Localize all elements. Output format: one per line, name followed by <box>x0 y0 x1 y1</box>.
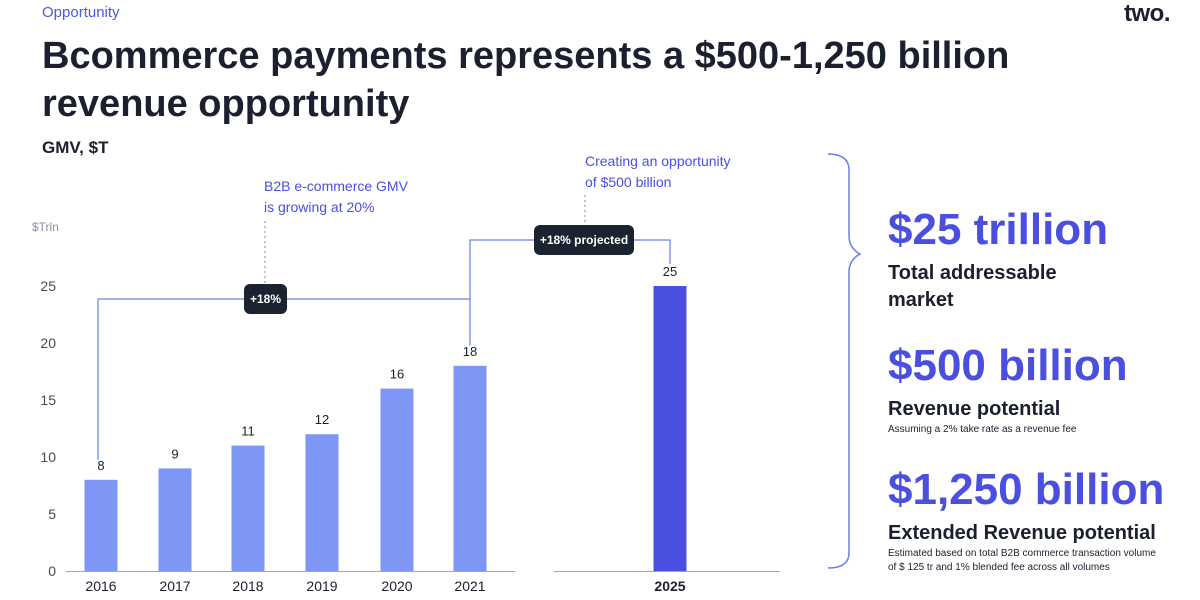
tam-value: $25 trillion <box>888 205 1109 254</box>
y-tick-label: 5 <box>48 506 56 522</box>
y-tick-label: 15 <box>40 392 56 408</box>
x-tick-label: 2018 <box>232 578 263 594</box>
extended-revenue-label: Extended Revenue potential <box>888 522 1156 544</box>
metric-label: GMV, $T <box>42 138 109 157</box>
projected-badge-label: +18% projected <box>540 233 628 247</box>
revenue-value: $500 billion <box>888 341 1128 390</box>
y-tick-label: 25 <box>40 278 56 294</box>
x-tick-label: 2019 <box>306 578 337 594</box>
brand-logo: two. <box>1124 0 1171 27</box>
bar-2019 <box>305 434 339 571</box>
extended-revenue-note-line-2: of $ 125 tr and 1% blended fee across al… <box>888 562 1110 573</box>
opportunity-note-line: of $500 billion <box>585 174 671 190</box>
revenue-label: Revenue potential <box>888 398 1061 420</box>
tam-label-line-1: Total addressable <box>888 262 1057 284</box>
y-tick-label: 10 <box>40 449 56 465</box>
x-tick-label: 2020 <box>381 578 412 594</box>
growth-note-line: B2B e-commerce GMV <box>264 178 409 194</box>
tam-label-line-2: market <box>888 289 954 311</box>
bar-value-label: 16 <box>390 367 404 382</box>
x-tick-label: 2016 <box>85 578 116 594</box>
growth-bracket-line <box>97 298 471 460</box>
summary-bracket <box>827 153 862 569</box>
bar-value-label: 18 <box>463 344 477 359</box>
revenue-note: Assuming a 2% take rate as a revenue fee <box>888 424 1077 435</box>
bar-value-label: 8 <box>97 458 104 473</box>
projected-badge <box>534 225 634 255</box>
bar-2016 <box>84 479 118 571</box>
bar-value-label: 12 <box>315 412 329 427</box>
growth-badge <box>244 284 287 314</box>
bar-2020 <box>380 388 414 571</box>
extended-revenue-value: $1,250 billion <box>888 465 1165 514</box>
growth-note-line: is growing at 20% <box>264 199 375 215</box>
y-axis-title: $Trln <box>32 220 59 234</box>
bar-value-label: 11 <box>241 424 255 439</box>
opportunity-note-line: Creating an opportunity <box>585 153 731 169</box>
page-title: Bcommerce payments represents a $500-1,2… <box>42 35 1010 125</box>
extended-revenue-note-line-1: Estimated based on total B2B commerce tr… <box>888 548 1156 559</box>
bar-value-label: 25 <box>663 264 677 279</box>
x-tick-label: 2017 <box>159 578 190 594</box>
x-tick-label: 2021 <box>454 578 485 594</box>
x-tick-label: 2025 <box>654 578 685 594</box>
bar-2025 <box>653 286 687 571</box>
y-tick-label: 20 <box>40 335 56 351</box>
bar-2018 <box>231 445 265 571</box>
growth-badge-label: +18% <box>250 292 281 306</box>
bar-value-label: 9 <box>171 446 178 461</box>
section-label: Opportunity <box>42 4 120 21</box>
bar-2021 <box>453 365 487 571</box>
y-tick-label: 0 <box>48 563 56 579</box>
bar-2017 <box>158 468 192 571</box>
